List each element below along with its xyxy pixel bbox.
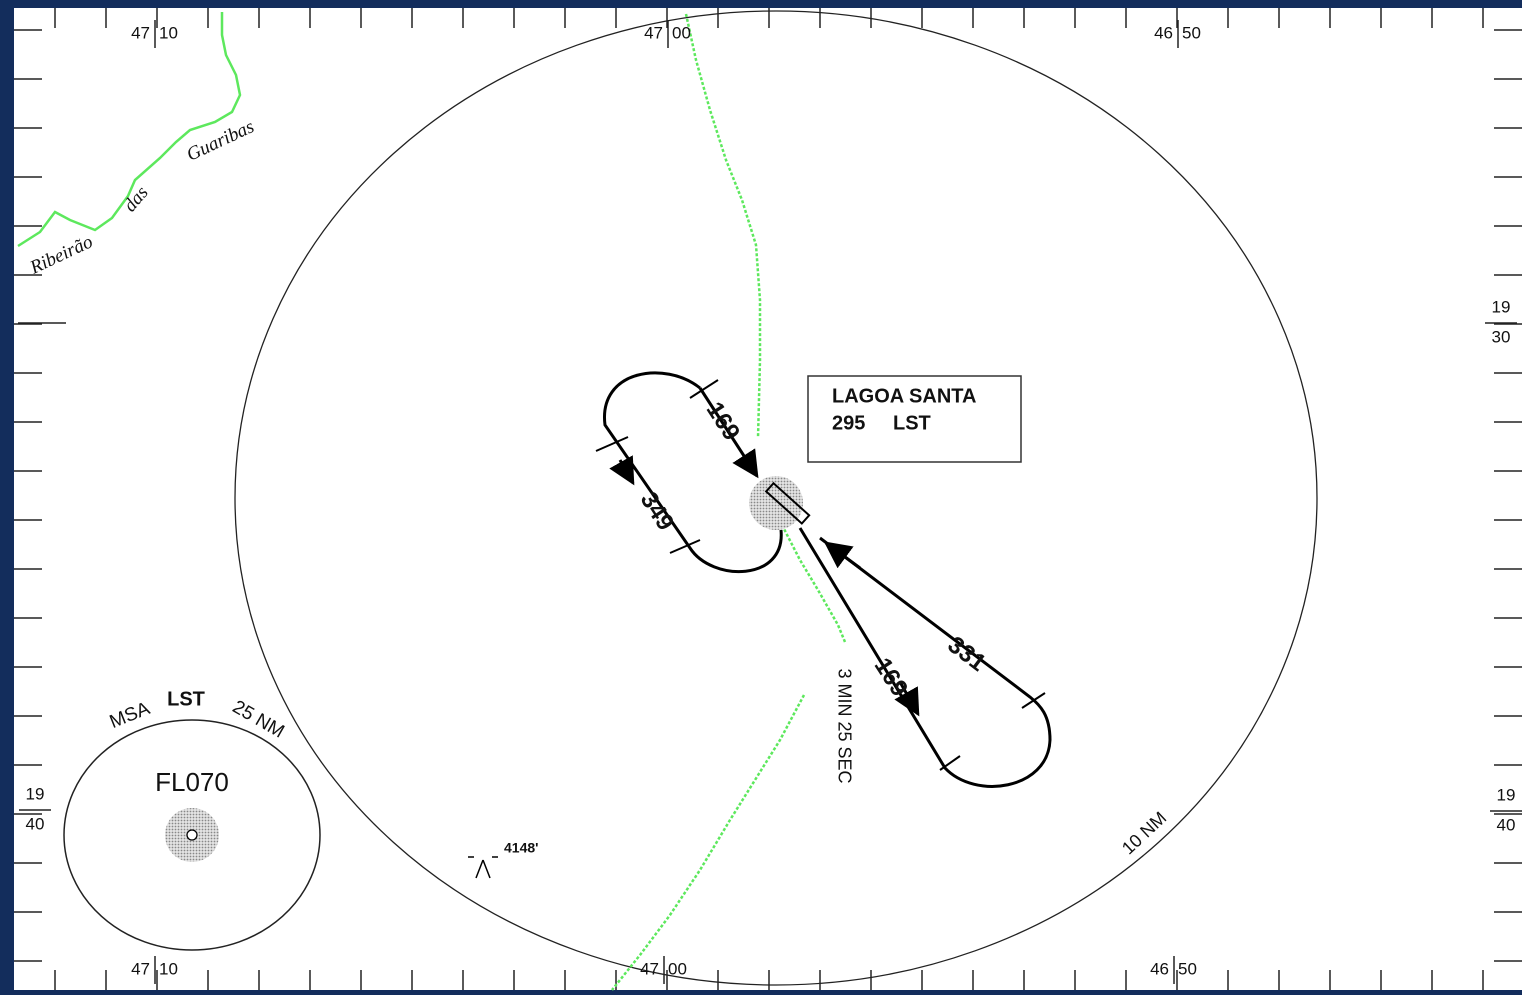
holding-fix [764, 481, 811, 525]
msa-circle [63, 719, 321, 951]
msa-ident: LST [167, 688, 205, 710]
longitude-minutes: 00 [672, 23, 691, 42]
longitude-degrees: 47 [131, 959, 150, 978]
longitude-degrees: 47 [131, 23, 150, 42]
graticule-labels: 47 10 47 00 46 50 47 10 47 00 46 50 19 40 19 30 19 40 [19, 20, 1522, 984]
latitude-degrees: 19 [1497, 785, 1516, 804]
river-line [17, 12, 242, 248]
spot-elevation-symbol [468, 856, 498, 879]
longitude-minutes: 00 [668, 959, 687, 978]
navaid-name: LAGOA SANTA [832, 385, 976, 407]
longitude-minutes: 50 [1178, 959, 1197, 978]
river-line [684, 13, 762, 439]
procedure-arrow [894, 681, 920, 717]
navaid-ident: LST [893, 412, 931, 434]
rivers [17, 12, 847, 991]
longitude-minutes: 10 [159, 959, 178, 978]
latitude-minutes: 40 [1497, 815, 1516, 834]
navaid-box [807, 375, 1022, 463]
procedure-turn [798, 527, 1052, 788]
longitude-degrees: 47 [640, 959, 659, 978]
river-line [780, 524, 847, 643]
procedure-arrow [823, 541, 861, 570]
procedure-track [798, 527, 1052, 788]
msa-altitude: FL070 [155, 767, 229, 797]
latitude-minutes: 40 [26, 814, 45, 833]
holding-arrow [609, 455, 635, 486]
range-ring [234, 10, 1318, 986]
timing-label: 3 MIN 25 SEC [834, 668, 854, 783]
edge-ticks [14, 8, 1522, 990]
ndb-symbol [749, 476, 803, 530]
latitude-minutes: 30 [1492, 327, 1511, 346]
longitude-degrees: 46 [1150, 959, 1169, 978]
msa-center [186, 829, 198, 841]
longitude-degrees: 46 [1154, 23, 1173, 42]
holding-inbound-leg [698, 387, 759, 479]
holding-pattern [603, 371, 783, 574]
longitude-minutes: 50 [1182, 23, 1201, 42]
longitude-degrees: 47 [644, 23, 663, 42]
spot-elevation: 4148' [504, 840, 538, 856]
latitude-degrees: 19 [1492, 297, 1511, 316]
latitude-degrees: 19 [26, 784, 45, 803]
holding-turn [603, 371, 783, 574]
navaid-frequency: 295 [832, 412, 865, 434]
longitude-minutes: 10 [159, 23, 178, 42]
